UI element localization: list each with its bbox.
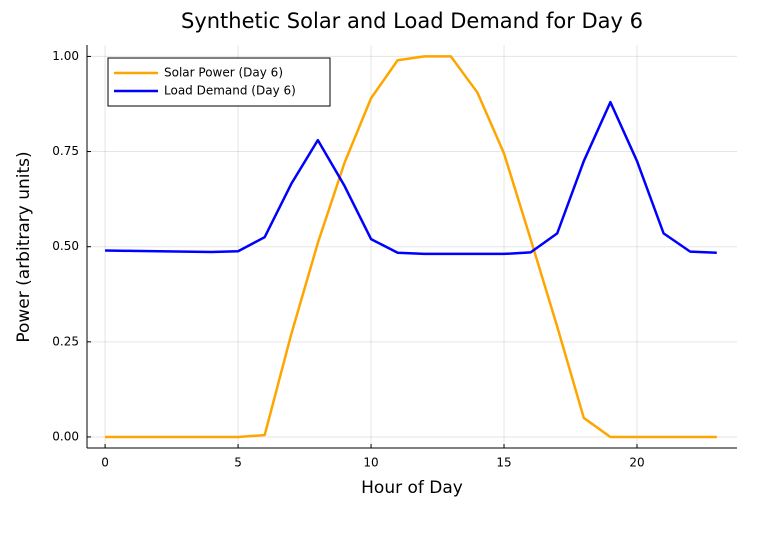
y-tick-label: 0.00 <box>52 429 79 443</box>
x-tick-label: 15 <box>496 456 511 470</box>
x-axis-label: Hour of Day <box>361 478 463 498</box>
legend: Solar Power (Day 6) Load Demand (Day 6) <box>107 57 331 107</box>
legend-label: Solar Power (Day 6) <box>164 66 283 80</box>
series-line <box>105 55 717 439</box>
legend-box <box>107 57 331 107</box>
y-tick-label: 0.50 <box>52 239 79 253</box>
x-tick-label: 10 <box>363 456 378 470</box>
legend-label: Load Demand (Day 6) <box>164 84 296 98</box>
x-tick-label: 5 <box>234 456 242 470</box>
y-axis-label: Power (arbitrary units) <box>14 151 34 342</box>
chart-title: Synthetic Solar and Load Demand for Day … <box>181 9 643 33</box>
y-tick-label: 1.00 <box>52 49 79 63</box>
x-tick-label: 20 <box>629 456 644 470</box>
y-tick-label: 0.75 <box>52 144 79 158</box>
series-line <box>105 100 717 256</box>
y-tick-label: 0.25 <box>52 334 79 348</box>
x-tick-label: 0 <box>101 456 109 470</box>
